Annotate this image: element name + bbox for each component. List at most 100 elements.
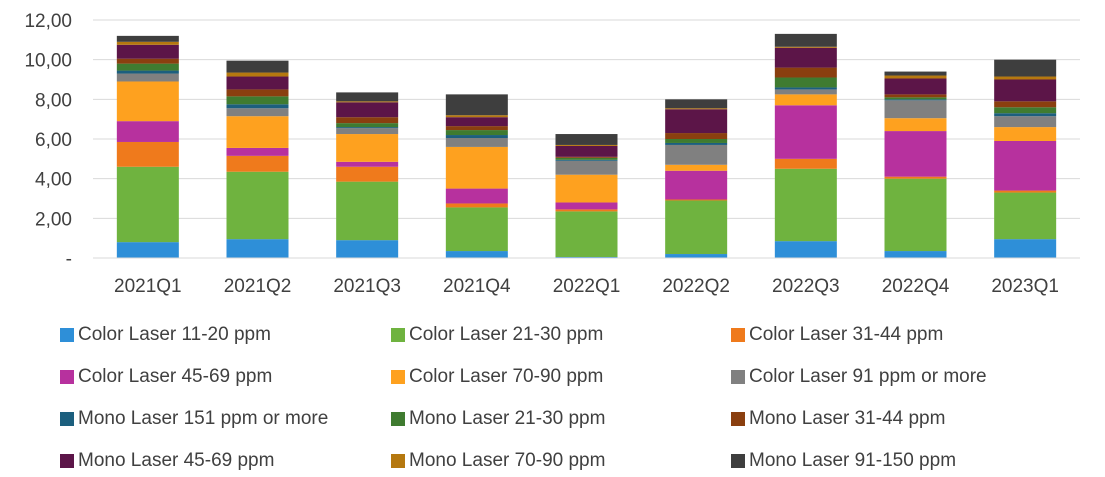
bar-segment xyxy=(774,87,837,90)
legend-swatch xyxy=(60,369,74,384)
x-tick-label: 2022Q1 xyxy=(553,276,621,297)
legend-swatch xyxy=(731,369,745,384)
bar-segment xyxy=(116,35,179,42)
bar-segment xyxy=(884,99,947,101)
bar-segment xyxy=(665,133,728,139)
bar-segment xyxy=(336,166,399,182)
y-tick-label: 12,00 xyxy=(24,11,72,32)
bar-segment xyxy=(994,101,1057,108)
bar-segment xyxy=(884,75,947,79)
bar-segment xyxy=(884,118,947,132)
bar-segment xyxy=(994,127,1057,141)
bar-segment xyxy=(555,156,618,158)
legend-swatch xyxy=(391,411,405,426)
x-tick-label: 2022Q3 xyxy=(772,276,840,297)
bar-segment xyxy=(226,155,289,172)
x-tick-label: 2021Q4 xyxy=(443,276,511,297)
legend: Color Laser 11-20 ppm Color Laser 21-30 p… xyxy=(60,322,1105,477)
bar-segment xyxy=(994,79,1057,102)
legend-swatch xyxy=(60,327,74,342)
bar-segment xyxy=(994,59,1057,77)
bar-segment xyxy=(555,159,618,161)
bar-segment xyxy=(994,239,1057,258)
bar-segment xyxy=(445,138,508,147)
bar-segment xyxy=(226,108,289,117)
y-tick-label: 4,00 xyxy=(35,170,72,191)
bars xyxy=(116,33,1057,258)
bar-segment xyxy=(665,99,728,109)
bar-segment xyxy=(336,92,399,102)
bar-segment xyxy=(774,46,837,48)
legend-item: Mono Laser 151 ppm or more xyxy=(60,406,391,431)
bar-segment xyxy=(774,89,837,95)
bar-segment xyxy=(116,73,179,82)
bar-segment xyxy=(884,94,947,98)
legend-swatch xyxy=(391,369,405,384)
x-tick-label: 2022Q4 xyxy=(882,276,950,297)
bar-segment xyxy=(884,131,947,177)
bar-segment xyxy=(774,168,837,242)
bar-segment xyxy=(336,123,399,128)
legend-item: Mono Laser 70-90 ppm xyxy=(391,448,731,473)
bar-segment xyxy=(226,60,289,73)
bar-segment xyxy=(884,176,947,179)
bar-segment xyxy=(116,44,179,59)
bar-segment xyxy=(226,96,289,105)
legend-swatch xyxy=(391,327,405,342)
bar-segment xyxy=(116,41,179,45)
bar-segment xyxy=(665,254,728,258)
bar-segment xyxy=(994,190,1057,193)
y-axis-tick-labels: - 2,00 4,00 6,00 8,00 10,00 12,00 xyxy=(24,11,72,270)
bar-segment xyxy=(445,146,508,189)
bar-segment xyxy=(884,100,947,119)
bar-segment xyxy=(665,200,728,255)
bar-segment xyxy=(665,164,728,171)
bar-segment xyxy=(445,126,508,131)
bar-segment xyxy=(555,211,618,258)
legend-swatch xyxy=(391,453,405,468)
y-tick-label: - xyxy=(66,249,72,270)
bar-segment xyxy=(116,70,179,74)
legend-swatch xyxy=(60,453,74,468)
bar-segment xyxy=(665,170,728,200)
bar-segment xyxy=(226,76,289,90)
bar-segment xyxy=(994,192,1057,240)
bar-segment xyxy=(336,240,399,258)
legend-item: Mono Laser 21-30 ppm xyxy=(391,406,731,431)
bar-segment xyxy=(116,63,179,71)
bar-segment xyxy=(774,77,837,88)
legend-label: Color Laser 31-44 ppm xyxy=(749,323,944,345)
legend-swatch xyxy=(731,327,745,342)
legend-swatch xyxy=(731,411,745,426)
bar-segment xyxy=(555,202,618,210)
bar-segment xyxy=(116,81,179,122)
bar-segment xyxy=(884,97,947,100)
bar-segment xyxy=(994,107,1057,114)
bar-segment xyxy=(445,188,508,204)
x-tick-label: 2021Q1 xyxy=(114,276,182,297)
bar-segment xyxy=(336,161,399,167)
bar-segment xyxy=(336,101,399,103)
legend-swatch xyxy=(731,453,745,468)
bar-segment xyxy=(665,199,728,201)
x-tick-label: 2022Q2 xyxy=(662,276,730,297)
x-tick-label: 2021Q2 xyxy=(224,276,292,297)
legend-label: Color Laser 45-69 ppm xyxy=(78,365,273,387)
legend-item: Color Laser 11-20 ppm xyxy=(60,322,391,347)
legend-item: Color Laser 70-90 ppm xyxy=(391,364,731,389)
legend-item: Color Laser 45-69 ppm xyxy=(60,364,391,389)
bar-segment xyxy=(555,134,618,145)
bar-segment xyxy=(555,174,618,203)
bar-segment xyxy=(665,144,728,165)
bar-segment xyxy=(116,141,179,167)
y-tick-label: 2,00 xyxy=(35,209,72,230)
bar-segment xyxy=(445,115,508,118)
legend-item: Mono Laser 31-44 ppm xyxy=(731,406,1061,431)
bar-segment xyxy=(445,203,508,208)
bar-segment xyxy=(884,78,947,95)
x-tick-label: 2023Q1 xyxy=(991,276,1059,297)
bar-segment xyxy=(774,47,837,68)
legend-label: Mono Laser 31-44 ppm xyxy=(749,407,946,429)
legend-swatch xyxy=(60,411,74,426)
stacked-bar-chart: - 2,00 4,00 6,00 8,00 10,00 12,00 2021Q1 2021Q2… xyxy=(24,11,1080,297)
